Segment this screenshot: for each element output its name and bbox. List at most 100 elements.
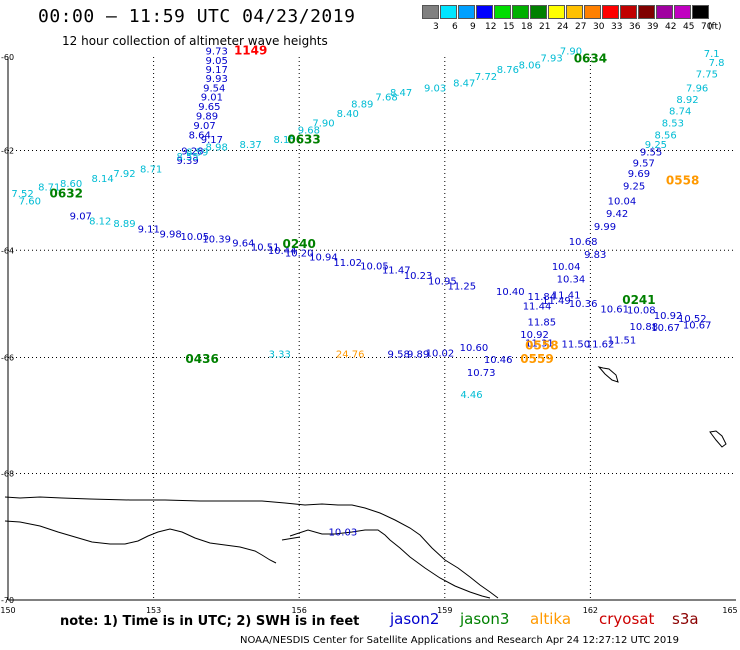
wave-height-label: 9.03 xyxy=(424,83,446,94)
wave-height-label: 8.47 xyxy=(390,88,412,99)
legend-altika: altika xyxy=(530,610,572,628)
wave-height-label: 10.23 xyxy=(404,271,433,282)
scale-label: 27 xyxy=(575,22,587,32)
scale-label: 3 xyxy=(433,22,439,32)
wave-height-label: 9.73 xyxy=(206,47,228,58)
scale-label: 6 xyxy=(452,22,458,32)
wave-height-label: 7.1 xyxy=(704,49,720,60)
scale-swatch xyxy=(692,5,709,19)
wave-height-label: 7.93 xyxy=(540,54,562,65)
wave-height-label: 7.68 xyxy=(375,93,397,104)
page-title: 00:00 — 11:59 UTC 04/23/2019 xyxy=(38,6,356,27)
wave-height-label: 9.07 xyxy=(193,121,215,132)
wave-height-label: 8.71 xyxy=(140,164,162,175)
scale-swatch xyxy=(602,5,619,19)
wave-height-label: 10.34 xyxy=(557,275,586,286)
scale-swatch xyxy=(674,5,691,19)
wave-height-label: 10.61 xyxy=(600,305,629,316)
scale-swatch xyxy=(494,5,511,19)
wave-height-label: 11.50 xyxy=(562,340,591,351)
scale-label: 33 xyxy=(611,22,623,32)
scale-label: 45 xyxy=(683,22,695,32)
wave-height-label: 4.46 xyxy=(460,390,482,401)
wave-height-label: 7.75 xyxy=(696,70,718,81)
wave-height-label: 10.04 xyxy=(552,262,581,273)
wave-height-label: 10.67 xyxy=(683,320,712,331)
wave-height-label: 9.64 xyxy=(232,239,254,250)
lat-tick-label: -66 xyxy=(1,354,14,363)
wave-height-label: 10.40 xyxy=(496,287,525,298)
wave-height-label: 11.44 xyxy=(523,301,552,312)
scale-label: 30 xyxy=(593,22,605,32)
wave-height-label: 3.33 xyxy=(269,350,291,361)
wave-height-label: 10.52 xyxy=(678,314,707,325)
wave-height-label: 8.89 xyxy=(113,219,135,230)
lat-tick-label: -64 xyxy=(1,246,14,255)
wave-height-label: 10.39 xyxy=(202,235,231,246)
wave-height-label: 10.92 xyxy=(654,311,683,322)
scale-swatch xyxy=(422,5,439,19)
wave-height-label: 10.73 xyxy=(467,368,496,379)
scale-swatch xyxy=(548,5,565,19)
lat-tick-label: -70 xyxy=(1,596,14,605)
wave-height-label: 9.83 xyxy=(584,250,606,261)
wave-height-label: 7.52 xyxy=(11,189,33,200)
wave-height-label: 8.98 xyxy=(206,142,228,153)
wave-height-label: 8.12 xyxy=(89,217,111,228)
time-label: 0633 xyxy=(287,133,320,147)
scale-label: 39 xyxy=(647,22,659,32)
wave-height-label: 11.41 xyxy=(552,291,581,302)
legend-jason2: jason2 xyxy=(390,610,440,628)
legend-s3a: s3a xyxy=(672,610,699,628)
wave-height-label: 9.65 xyxy=(198,102,220,113)
time-label: 0558 xyxy=(666,174,699,188)
wave-height-label: 9.28 xyxy=(181,146,203,157)
wave-height-label: 9.55 xyxy=(640,147,662,158)
wave-height-label: 10.08 xyxy=(627,306,656,317)
scale-swatch xyxy=(566,5,583,19)
lon-tick-label: 165 xyxy=(722,606,737,615)
wave-height-label: 8.92 xyxy=(676,95,698,106)
wave-height-label: 9.11 xyxy=(138,224,160,235)
scale-label: 21 xyxy=(539,22,551,32)
wave-height-label: 10.20 xyxy=(285,248,314,259)
wave-height-label: 8.60 xyxy=(60,179,82,190)
page-subtitle: 12 hour collection of altimeter wave hei… xyxy=(62,34,328,48)
wave-height-label: 8.64 xyxy=(189,130,211,141)
wave-height-label: 10.68 xyxy=(569,237,598,248)
time-label: 0436 xyxy=(185,352,218,366)
time-label: 0558 xyxy=(525,339,558,353)
wave-height-label: 10.02 xyxy=(426,348,455,359)
time-label: 0632 xyxy=(50,187,83,201)
scale-swatch xyxy=(530,5,547,19)
wave-height-label: 11.47 xyxy=(382,266,411,277)
wave-height-label: 9.42 xyxy=(606,209,628,220)
wave-height-label: 11.62 xyxy=(586,340,615,351)
wave-height-label: 9.89 xyxy=(196,111,218,122)
legend-jason3: jason3 xyxy=(460,610,510,628)
legend-cryosat: cryosat xyxy=(599,610,655,628)
scale-label: 36 xyxy=(629,22,641,32)
wave-height-label: 7.92 xyxy=(113,169,135,180)
wave-height-label: 7.8 xyxy=(709,58,725,69)
lon-tick-label: 150 xyxy=(0,606,15,615)
wave-height-label: 9.05 xyxy=(206,56,228,67)
wave-height-label: 8.74 xyxy=(669,107,691,118)
lon-tick-label: 153 xyxy=(146,606,161,615)
wave-height-label: 10.92 xyxy=(520,330,549,341)
wave-height-label: 7.72 xyxy=(475,72,497,83)
scale-label: 70 xyxy=(701,22,713,32)
scale-swatch xyxy=(440,5,457,19)
wave-height-label: 11.49 xyxy=(542,296,571,307)
wave-height-label: 7.90 xyxy=(560,47,582,58)
wave-height-label: 10.44 xyxy=(268,246,297,257)
wave-height-label: 11.31 xyxy=(525,338,554,349)
coastline xyxy=(4,366,727,599)
time-label: 0634 xyxy=(574,51,607,65)
wave-height-label: 8.56 xyxy=(654,130,676,141)
time-label: 1149 xyxy=(234,44,267,58)
wave-height-label: 9.68 xyxy=(298,126,320,137)
wave-height-label: 8.71 xyxy=(38,183,60,194)
wave-height-label: 9.89 xyxy=(407,350,429,361)
footer: note: 1) Time is in UTC; 2) SWH is in fe… xyxy=(0,606,740,650)
